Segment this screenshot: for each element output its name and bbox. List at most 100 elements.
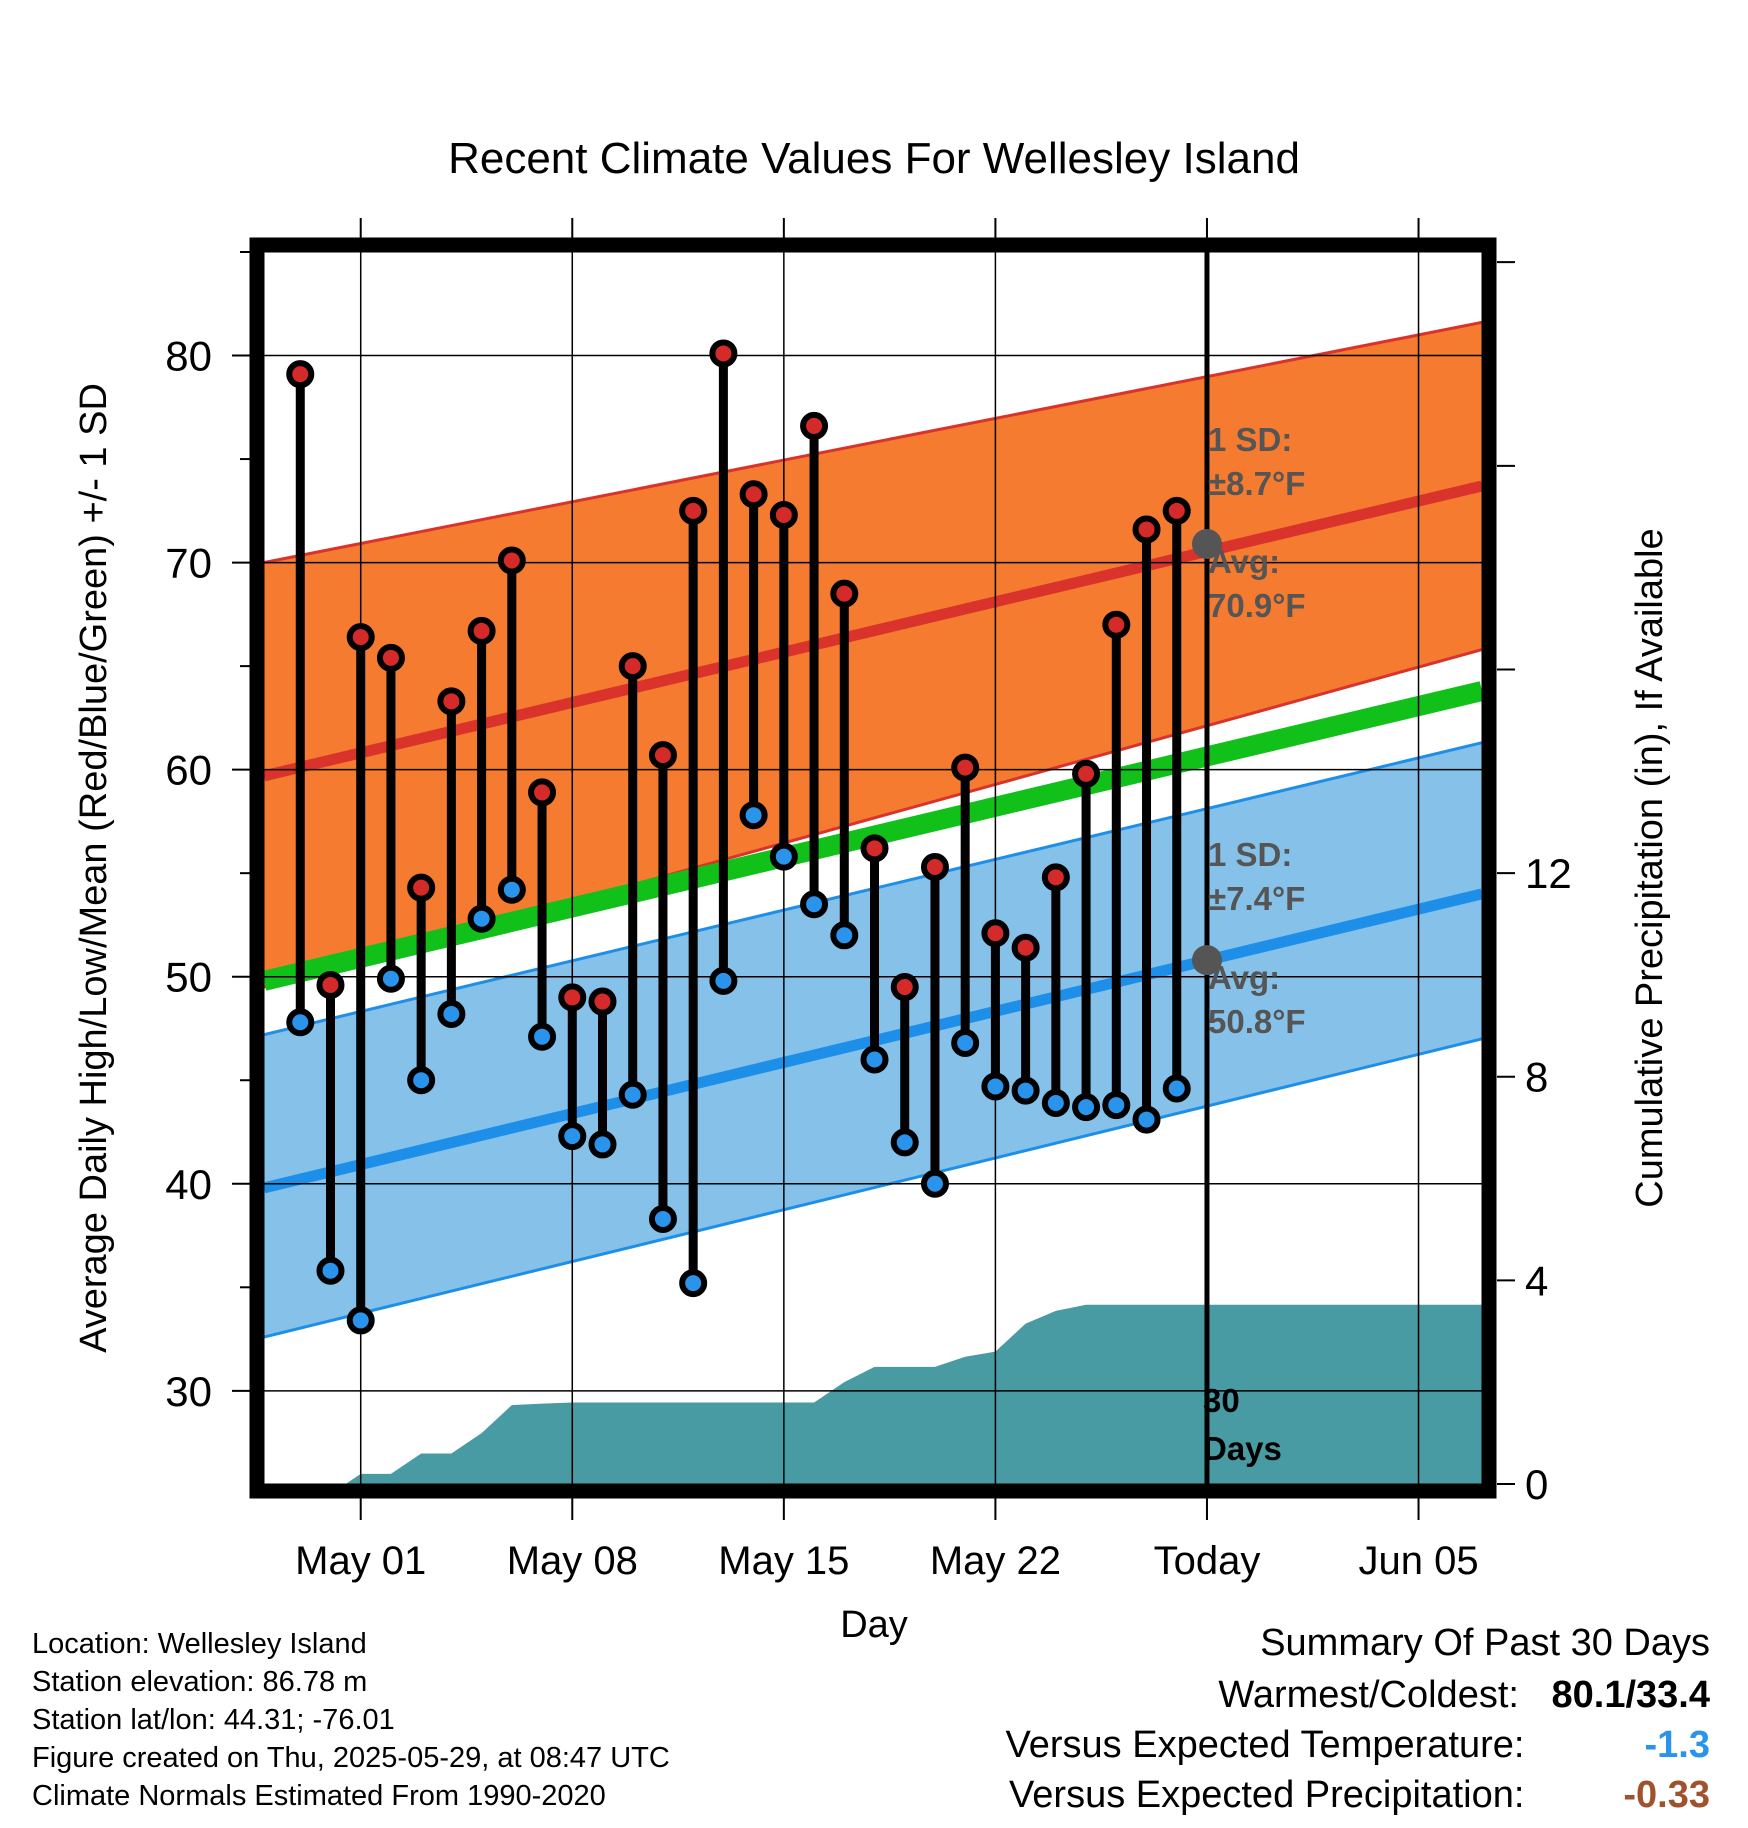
- summary-heading-text: Summary Of Past 30 Days: [1260, 1622, 1710, 1664]
- daily-low-point: [709, 966, 738, 995]
- temp-label: Versus Expected Temperature:: [1005, 1724, 1525, 1766]
- daily-low-point: [1132, 1105, 1161, 1134]
- daily-low-point: [558, 1122, 587, 1151]
- x-tick-label: Today: [1154, 1539, 1261, 1583]
- daily-low-point: [1102, 1091, 1131, 1120]
- high-upper-edge: [264, 320, 1482, 565]
- daily-high-point: [769, 500, 798, 529]
- daily-low-point: [528, 1022, 557, 1051]
- daily-low-point: [376, 964, 405, 993]
- daily-high-point: [528, 778, 557, 807]
- daily-high-point: [1072, 759, 1101, 788]
- high-avg-value: 70.9°F: [1208, 587, 1306, 624]
- x-axis-label: Day: [840, 1604, 908, 1646]
- summary-warmest-row: Warmest/Coldest: 80.1/33.4: [1218, 1674, 1710, 1717]
- daily-low-point: [467, 904, 496, 933]
- daily-low-point: [769, 842, 798, 871]
- daily-high-point: [1162, 496, 1191, 525]
- daily-high-point: [1132, 515, 1161, 544]
- left-axis-ticks: 30 40 50 60 70 80: [165, 251, 250, 1415]
- daily-low-point: [316, 1256, 345, 1285]
- normals-text: Climate Normals Estimated From 1990-2020: [32, 1780, 606, 1812]
- daily-high-point: [800, 411, 829, 440]
- summary-precip-row: Versus Expected Precipitation: -0.33: [1009, 1774, 1710, 1817]
- daily-high-point: [346, 623, 375, 652]
- elevation-text: Station elevation: 86.78 m: [32, 1666, 368, 1698]
- daily-low-point: [648, 1204, 677, 1233]
- today-low-avg-dot: [1191, 945, 1222, 976]
- y2-tick-label: 4: [1525, 1257, 1548, 1304]
- daily-low-point: [739, 801, 768, 830]
- y2-tick-label: 12: [1525, 850, 1572, 897]
- daily-high-point: [1011, 933, 1040, 962]
- y-tick-label: 60: [165, 747, 212, 794]
- daily-high-point: [1041, 863, 1070, 892]
- bottom-axis-ticks: May 01 May 08 May 15 May 22 Today Jun 05: [295, 1498, 1479, 1583]
- daily-high-point: [830, 579, 859, 608]
- low-lower-edge: [264, 1037, 1482, 1339]
- daily-high-point: [588, 987, 617, 1016]
- top-axis-ticks: [359, 218, 1420, 240]
- daily-high-point: [376, 643, 405, 672]
- daily-high-point: [286, 360, 315, 389]
- plot-frame: [249, 237, 1497, 1499]
- daily-low-point: [860, 1045, 889, 1074]
- x-tick-label: May 22: [930, 1539, 1061, 1583]
- daily-low-point: [286, 1008, 315, 1037]
- daily-high-point: [407, 873, 436, 902]
- daily-high-point: [316, 970, 345, 999]
- high-sd-band: [264, 322, 1482, 988]
- precip-label: Versus Expected Precipitation:: [1009, 1774, 1525, 1816]
- daily-high-point: [497, 546, 526, 575]
- daily-low-point: [800, 890, 829, 919]
- high-sd-value: ±8.7°F: [1208, 465, 1305, 502]
- daily-low-point: [1041, 1089, 1070, 1118]
- daily-low-point: [951, 1028, 980, 1057]
- daily-low-point: [588, 1130, 617, 1159]
- warmest-label: Warmest/Coldest:: [1218, 1674, 1519, 1716]
- y-tick-label: 50: [165, 954, 212, 1001]
- y-tick-label: 80: [165, 333, 212, 380]
- daily-low-point: [346, 1306, 375, 1335]
- daily-low-point: [618, 1080, 647, 1109]
- right-axis-ticks: 0 4 8 12: [1497, 261, 1572, 1508]
- daily-low-point: [437, 999, 466, 1028]
- y2-axis-label: Cumulative Precipitation (in), If Availa…: [1629, 528, 1671, 1207]
- station-info: Location: Wellesley Island Station eleva…: [32, 1625, 670, 1815]
- precipitation-area: [264, 1304, 1482, 1484]
- daily-high-point: [739, 480, 768, 509]
- daily-low-point: [407, 1066, 436, 1095]
- low-avg-value: 50.8°F: [1208, 1003, 1306, 1040]
- daily-high-point: [920, 852, 949, 881]
- daily-high-point: [467, 616, 496, 645]
- x-tick-label: May 15: [718, 1539, 849, 1583]
- daily-low-point: [890, 1128, 919, 1157]
- low-avg-label: Avg:: [1208, 959, 1280, 996]
- daily-low-point: [1011, 1076, 1040, 1105]
- location-text: Location: Wellesley Island: [32, 1628, 367, 1660]
- temp-value: -1.3: [1644, 1724, 1710, 1766]
- days-label-number: 30: [1203, 1382, 1240, 1419]
- daily-high-point: [981, 919, 1010, 948]
- warmest-value: 80.1/33.4: [1551, 1674, 1710, 1716]
- summary-temp-row: Versus Expected Temperature: -1.3: [1006, 1724, 1710, 1767]
- y-tick-label: 40: [165, 1161, 212, 1208]
- y-tick-label: 70: [165, 540, 212, 587]
- daily-low-point: [830, 921, 859, 950]
- daily-low-point: [497, 875, 526, 904]
- daily-bars: [286, 339, 1191, 1335]
- y2-tick-label: 0: [1525, 1461, 1548, 1508]
- daily-low-point: [1162, 1074, 1191, 1103]
- chart-title: Recent Climate Values For Wellesley Isla…: [448, 134, 1300, 183]
- daily-high-point: [437, 687, 466, 716]
- daily-high-point: [679, 496, 708, 525]
- daily-low-point: [679, 1269, 708, 1298]
- y2-tick-label: 8: [1525, 1054, 1548, 1101]
- latlon-text: Station lat/lon: 44.31; -76.01: [32, 1704, 395, 1736]
- x-tick-label: May 01: [295, 1539, 426, 1583]
- daily-high-point: [648, 741, 677, 770]
- created-text: Figure created on Thu, 2025-05-29, at 08…: [32, 1742, 670, 1774]
- x-tick-label: May 08: [507, 1539, 638, 1583]
- y-tick-label: 30: [165, 1368, 212, 1415]
